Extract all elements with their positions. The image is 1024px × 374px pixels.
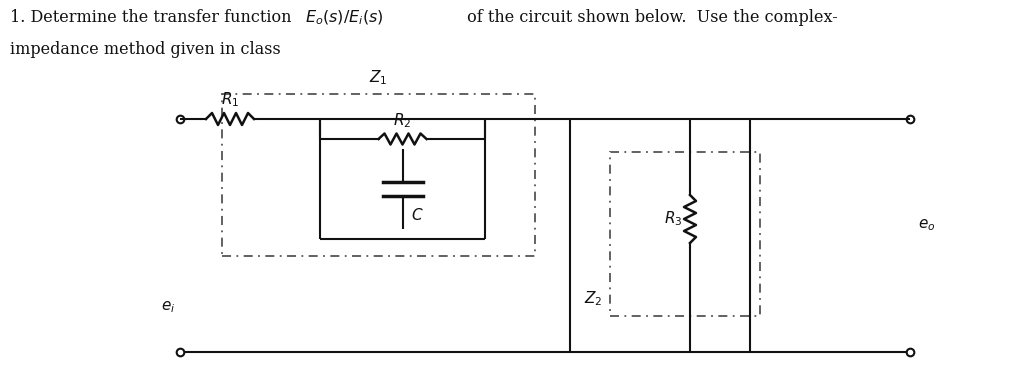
Text: of the circuit shown below.  Use the complex-: of the circuit shown below. Use the comp… [462,9,838,26]
Text: impedance method given in class: impedance method given in class [10,41,281,58]
Text: $e_o$: $e_o$ [918,218,935,233]
Text: $R_3$: $R_3$ [664,210,682,229]
Text: $E_o(s)/E_i(s)$: $E_o(s)/E_i(s)$ [305,9,384,27]
Text: $C$: $C$ [411,207,423,223]
Text: $R_1$: $R_1$ [221,90,240,109]
Text: $e_i$: $e_i$ [161,299,175,315]
Text: 1. Determine the transfer function: 1. Determine the transfer function [10,9,297,26]
Text: $R_2$: $R_2$ [393,111,412,130]
Text: $Z_2$: $Z_2$ [584,289,602,308]
Text: $Z_1$: $Z_1$ [370,68,388,87]
